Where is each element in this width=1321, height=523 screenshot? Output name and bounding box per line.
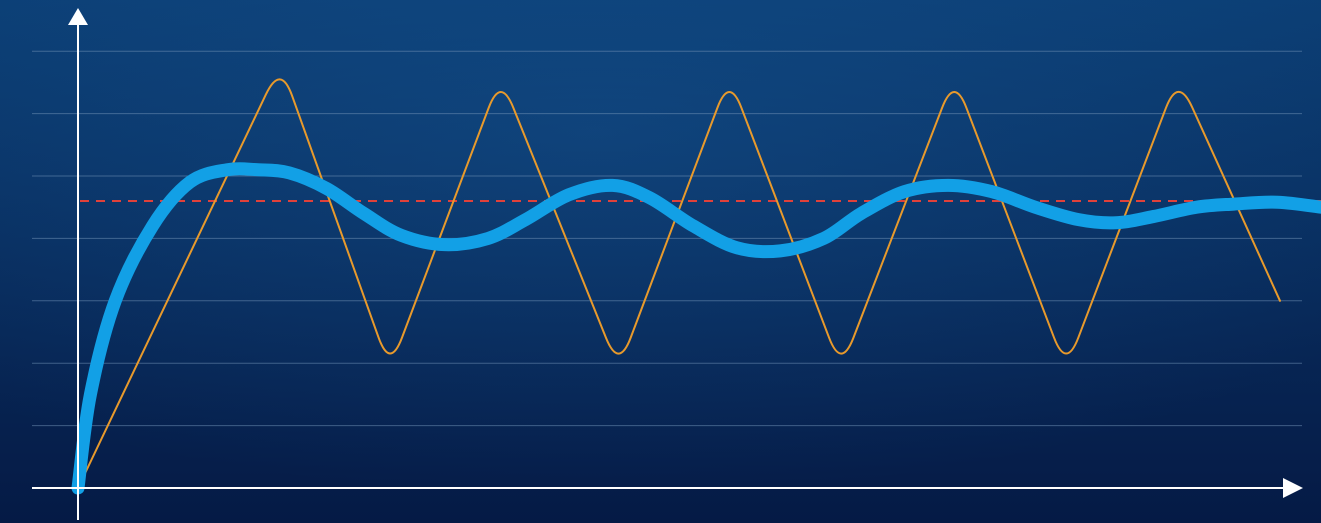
y-axis-arrow-icon: [68, 8, 88, 25]
oscillating-series-line: [77, 78, 1281, 489]
gridlines: [32, 50, 1302, 427]
x-axis-arrow-icon: [1283, 478, 1303, 498]
damped-response-series-line: [71, 162, 1321, 495]
series-group: [71, 78, 1321, 495]
axes-group: [32, 8, 1303, 520]
